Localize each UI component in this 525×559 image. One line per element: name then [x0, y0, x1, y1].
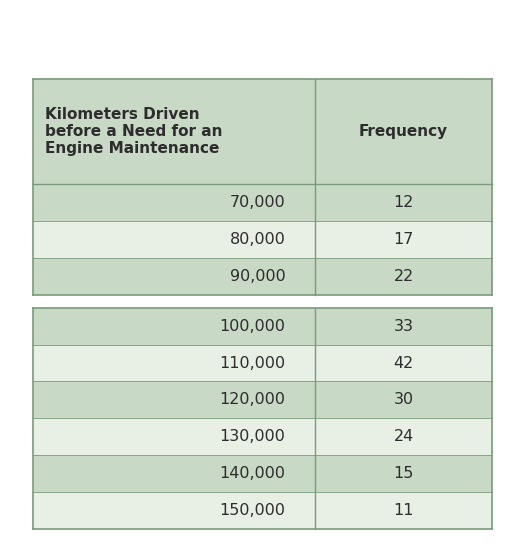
Text: 100,000: 100,000: [219, 319, 285, 334]
Text: Kilometers Driven
before a Need for an
Engine Maintenance: Kilometers Driven before a Need for an E…: [45, 107, 223, 157]
Text: 90,000: 90,000: [229, 269, 285, 284]
Text: 140,000: 140,000: [219, 466, 285, 481]
Text: 120,000: 120,000: [219, 392, 285, 408]
Text: 150,000: 150,000: [219, 503, 285, 518]
Text: 42: 42: [394, 356, 414, 371]
Text: 130,000: 130,000: [219, 429, 285, 444]
Text: 12: 12: [393, 195, 414, 210]
Text: 70,000: 70,000: [229, 195, 285, 210]
Text: 110,000: 110,000: [219, 356, 285, 371]
Text: Frequency: Frequency: [359, 124, 448, 139]
Text: 11: 11: [393, 503, 414, 518]
Text: 17: 17: [393, 232, 414, 247]
Text: 22: 22: [394, 269, 414, 284]
Text: 15: 15: [393, 466, 414, 481]
Text: 33: 33: [394, 319, 414, 334]
Text: 80,000: 80,000: [229, 232, 285, 247]
Text: 24: 24: [394, 429, 414, 444]
Text: 30: 30: [394, 392, 414, 408]
